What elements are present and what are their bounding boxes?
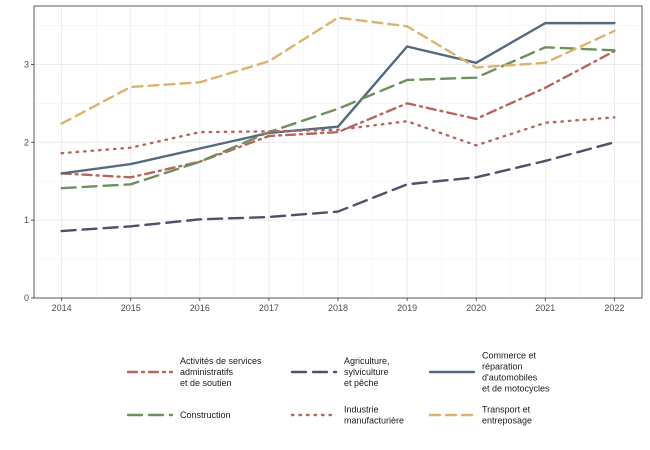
legend-label: Activités de services administratifs et de…	[180, 356, 262, 388]
series-lines	[60, 16, 616, 233]
x-tick-label: 2017	[259, 303, 279, 313]
x-tick-label: 2016	[190, 303, 210, 313]
series-line	[60, 49, 616, 179]
series-line	[60, 141, 616, 233]
legend-label-line: réparation	[482, 362, 523, 372]
legend-label-line: et de motocycles	[482, 384, 550, 394]
legend-label-line: administratifs	[180, 367, 234, 377]
x-tick-label: 2018	[328, 303, 348, 313]
x-tick-label: 2015	[121, 303, 141, 313]
legend-label-line: Transport et	[482, 405, 531, 415]
legend-label: Construction	[180, 410, 231, 420]
legend-label: Commerce et réparation d'automobiles et de …	[482, 351, 550, 394]
legend-label-line: Commerce et	[482, 351, 537, 361]
legend-label-line: Agriculture,	[344, 356, 390, 366]
legend: Activités de services administratifs et de…	[126, 351, 550, 426]
x-tick-label: 2021	[535, 303, 555, 313]
legend-label-line: et pêche	[344, 378, 379, 388]
axes: 0 1 2 3 2014 2015 2016 2017 2018 2019 2020 2021 2022	[24, 59, 624, 313]
legend-label-line: d'automobiles	[482, 373, 538, 383]
legend-label-line: sylviculture	[344, 367, 389, 377]
x-tick-label: 2019	[397, 303, 417, 313]
x-tick-label: 2022	[604, 303, 624, 313]
series-line	[60, 46, 616, 190]
y-tick-label: 1	[24, 215, 29, 225]
legend-label-line: Industrie	[344, 405, 379, 415]
legend-label-line: Construction	[180, 410, 231, 420]
legend-label-line: manufacturière	[344, 416, 404, 426]
series-line	[60, 116, 616, 155]
x-tick-label: 2020	[466, 303, 486, 313]
x-tick-label: 2014	[52, 303, 72, 313]
y-tick-label: 2	[24, 137, 29, 147]
legend-label-line: et de soutien	[180, 378, 232, 388]
legend-label: Agriculture, sylviculture et pêche	[344, 356, 390, 388]
grid	[34, 6, 642, 299]
y-tick-label: 0	[24, 293, 29, 303]
legend-label: Transport et entreposage	[482, 405, 532, 426]
legend-label-line: Activités de services	[180, 356, 262, 366]
y-tick-label: 3	[24, 59, 29, 69]
legend-label: Industrie manufacturière	[344, 405, 404, 426]
series-line	[60, 21, 616, 175]
series-line	[60, 16, 616, 125]
legend-label-line: entreposage	[482, 416, 532, 426]
